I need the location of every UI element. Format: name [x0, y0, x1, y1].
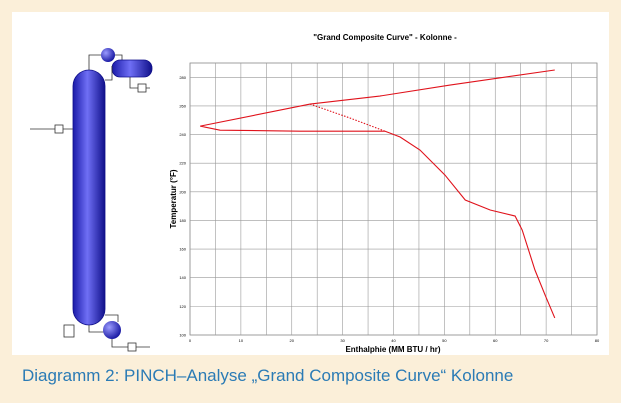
y-tick-label: 160 — [179, 247, 186, 252]
x-tick-label: 0 — [189, 338, 192, 343]
figure: "Grand Composite Curve" - Kolonne - Enth… — [0, 0, 621, 403]
caption: Diagramm 2: PINCH–Analyse „Grand Composi… — [22, 366, 513, 386]
y-tick-label: 120 — [179, 304, 186, 309]
x-tick-label: 10 — [239, 338, 244, 343]
y-tick-label: 100 — [179, 333, 186, 338]
y-tick-label: 280 — [179, 75, 186, 80]
x-tick-label: 70 — [544, 338, 549, 343]
y-tick-label: 200 — [179, 189, 186, 194]
y-tick-label: 260 — [179, 103, 186, 108]
x-tick-label: 50 — [442, 338, 447, 343]
column-diagram — [30, 48, 152, 351]
chart-title: "Grand Composite Curve" - Kolonne - — [313, 33, 457, 42]
y-tick-label: 140 — [179, 275, 186, 280]
x-tick-label: 30 — [340, 338, 345, 343]
y-tick-label: 240 — [179, 132, 186, 137]
page: "Grand Composite Curve" - Kolonne - Enth… — [0, 0, 621, 403]
x-tick-label: 60 — [493, 338, 498, 343]
x-tick-label: 40 — [391, 338, 396, 343]
y-tick-label: 180 — [179, 218, 186, 223]
curve — [310, 104, 385, 131]
x-axis-label: Enthalphie (MM BTU / hr) — [345, 345, 440, 354]
curve — [200, 70, 555, 318]
y-axis-label: Temperatur (°F) — [169, 169, 178, 228]
x-tick-label: 80 — [595, 338, 600, 343]
x-tick-label: 20 — [290, 338, 295, 343]
y-tick-label: 220 — [179, 161, 186, 166]
